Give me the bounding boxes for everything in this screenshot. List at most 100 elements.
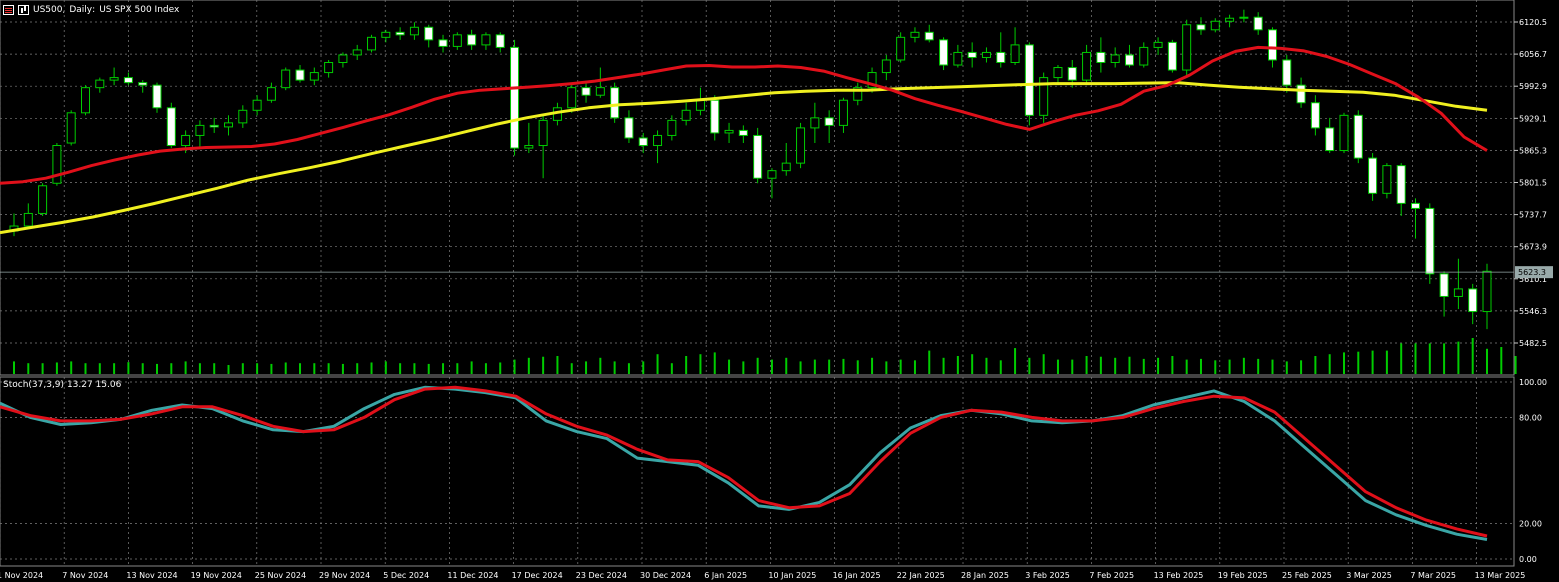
candle-body (1082, 51, 1092, 81)
stoch-pane-border (0, 376, 1515, 567)
price-tick-label: 6056.7 (1519, 50, 1547, 59)
candle-body (738, 129, 748, 136)
candle-body (52, 145, 62, 184)
candle-body (252, 99, 262, 111)
date-tick-label: 10 Jan 2025 (768, 571, 816, 580)
candle-body (309, 72, 319, 81)
date-tick-label: 22 Jan 2025 (897, 571, 945, 580)
candle-body (1182, 24, 1192, 71)
candle-body (524, 145, 534, 149)
current-price-box (1515, 266, 1553, 279)
price-tick-label: 5992.9 (1519, 82, 1547, 91)
candle-body (166, 107, 176, 147)
chart-menu-icon[interactable] (3, 5, 14, 15)
candle-body (1139, 46, 1149, 66)
stoch-tick-label: 100.00 (1519, 378, 1547, 387)
candle-body (1482, 270, 1492, 313)
date-tick-label: 13 Mar 2025 (1475, 571, 1526, 580)
date-tick-label: 25 Nov 2024 (255, 571, 306, 580)
bar-chart-icon[interactable] (18, 5, 29, 15)
candle-body (1153, 41, 1163, 48)
candle-body (910, 31, 920, 38)
candle-body (724, 129, 734, 134)
header-symbol: US500 (33, 5, 63, 15)
candles[interactable] (9, 9, 1492, 330)
candle-body (23, 212, 33, 227)
price-tick-label: 6120.5 (1519, 18, 1547, 27)
candle-body (1439, 273, 1449, 297)
price-tick-label: 5929.1 (1519, 114, 1547, 123)
candle-body (1110, 54, 1120, 64)
candle-body (1296, 84, 1306, 104)
candle-body (781, 162, 791, 172)
candle-body (1353, 114, 1363, 159)
date-tick-label: 28 Jan 2025 (961, 571, 1009, 580)
candle-body (1253, 16, 1263, 31)
candle-body (1282, 59, 1292, 86)
date-tick-label: 13 Feb 2025 (1154, 571, 1204, 580)
candle-body (1167, 41, 1177, 71)
stoch-main-value: 13.27 (66, 380, 93, 390)
axes: 6120.5 6056.7 5992.9 5929.1 5865.3 5801.5 5737… (0, 18, 1553, 580)
candle-body (1010, 44, 1020, 64)
candle-body (138, 82, 148, 86)
candle-body (967, 51, 977, 58)
candle-body (481, 34, 491, 46)
candle-body (409, 26, 419, 36)
candle-body (767, 170, 777, 179)
candle-body (123, 77, 133, 84)
date-tick-label: 5 Dec 2024 (383, 571, 429, 580)
candle-body (381, 31, 391, 38)
candle-body (996, 51, 1006, 64)
candle-body (595, 87, 605, 96)
date-tick-label: 19 Feb 2025 (1218, 571, 1268, 580)
date-tick-label: 7 Feb 2025 (1089, 571, 1134, 580)
candle-body (1210, 20, 1220, 31)
stoch-name: Stoch(37,3,9) (3, 380, 65, 390)
candle-body (224, 122, 234, 128)
date-tick-label: 29 Nov 2024 (319, 571, 370, 580)
candle-body (195, 124, 205, 136)
price-tick-label: 5801.5 (1519, 179, 1547, 188)
candle-body (1039, 77, 1049, 116)
candle-body (452, 34, 462, 47)
date-tick-label: 3 Feb 2025 (1025, 571, 1070, 580)
candle-body (324, 62, 334, 74)
candle-body (1239, 16, 1249, 19)
candle-body (238, 109, 248, 124)
stoch-tick-label: 80.00 (1519, 413, 1542, 422)
candle-body (981, 51, 991, 58)
date-tick-label: 16 Jan 2025 (833, 571, 881, 580)
header-timeframe: Daily (69, 5, 93, 15)
ma-fast-line (0, 45, 1488, 185)
stoch-tick-label: 20.00 (1519, 520, 1542, 529)
candle-body (1053, 67, 1063, 79)
candle-body (1468, 288, 1478, 313)
date-tick-label: 17 Dec 2024 (512, 571, 563, 580)
candle-body (1096, 51, 1106, 64)
ma-slow-line (0, 81, 1488, 235)
candle-body (66, 112, 76, 144)
candle-body (510, 46, 520, 149)
candle-body (1453, 288, 1463, 297)
candle-body (495, 34, 505, 48)
candle-body (1067, 67, 1077, 81)
stochastic-pane (0, 385, 1488, 541)
candle-body (1368, 157, 1378, 194)
candle-body (1410, 202, 1420, 209)
candle-body (638, 137, 648, 147)
stoch-signal-value: 15.06 (95, 380, 122, 390)
candle-body (838, 99, 848, 126)
candle-body (681, 109, 691, 121)
price-tick-label: 5610.1 (1519, 275, 1547, 284)
candle-body (853, 87, 863, 101)
stoch-signal-line (0, 385, 1488, 538)
candle-body (209, 124, 219, 128)
moving-averages (0, 45, 1488, 235)
stoch-tick-label: 0.00 (1519, 555, 1537, 564)
candle-body (653, 134, 663, 147)
candle-body (1425, 207, 1435, 275)
candle-body (281, 69, 291, 89)
candle-body (538, 119, 548, 147)
